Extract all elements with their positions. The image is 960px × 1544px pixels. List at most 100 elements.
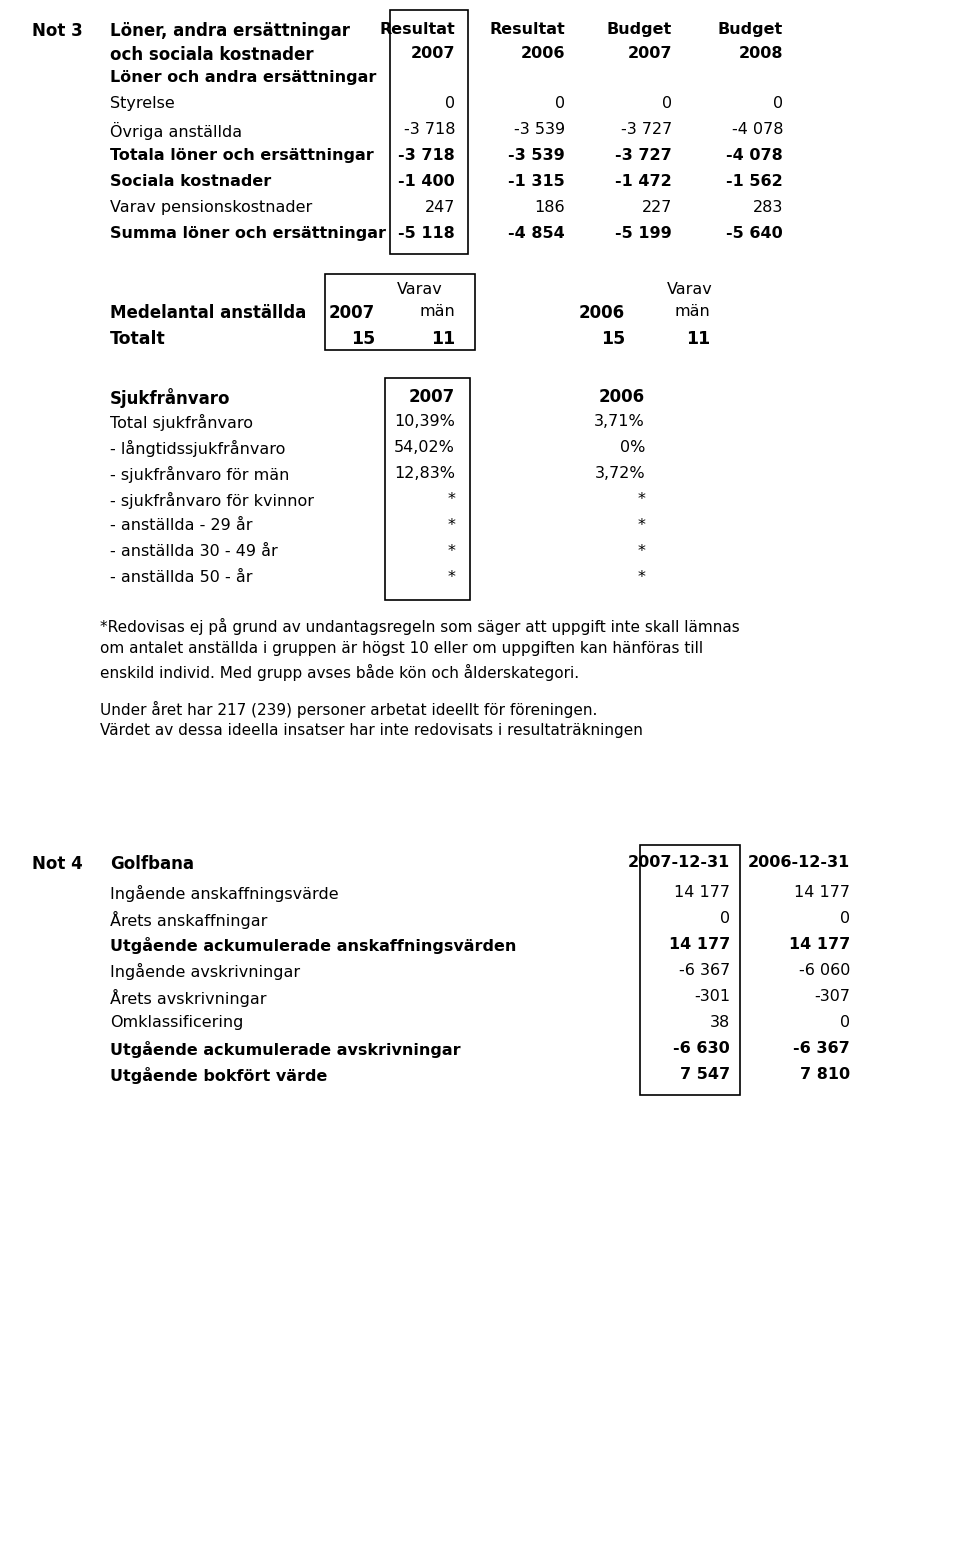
Text: -3 718: -3 718 — [398, 148, 455, 164]
Text: Styrelse: Styrelse — [110, 96, 175, 111]
Text: Golfbana: Golfbana — [110, 855, 194, 872]
Text: Budget: Budget — [607, 22, 672, 37]
Text: - anställda 30 - 49 år: - anställda 30 - 49 år — [110, 543, 277, 559]
Text: Not 4: Not 4 — [32, 855, 83, 872]
Text: -4 854: -4 854 — [508, 225, 565, 241]
Text: 227: 227 — [641, 201, 672, 215]
Text: *: * — [637, 517, 645, 533]
Text: 2008: 2008 — [738, 46, 783, 62]
Text: Resultat: Resultat — [379, 22, 455, 37]
Text: 2007: 2007 — [409, 388, 455, 406]
Text: 2006: 2006 — [520, 46, 565, 62]
Text: *: * — [447, 517, 455, 533]
Text: Resultat: Resultat — [490, 22, 565, 37]
Bar — [390, 9, 468, 255]
Text: 247: 247 — [424, 201, 455, 215]
Text: -5 640: -5 640 — [727, 225, 783, 241]
Text: *: * — [637, 493, 645, 506]
Text: 12,83%: 12,83% — [394, 466, 455, 482]
Text: *Redovisas ej på grund av undantagsregeln som säger att uppgift inte skall lämna: *Redovisas ej på grund av undantagsregel… — [100, 618, 740, 635]
Bar — [640, 845, 740, 1095]
Text: Varav: Varav — [667, 283, 713, 296]
Text: -5 118: -5 118 — [398, 225, 455, 241]
Text: 2007-12-31: 2007-12-31 — [628, 855, 730, 869]
Text: 2006: 2006 — [579, 304, 625, 323]
Text: - långtidssjukfrånvaro: - långtidssjukfrånvaro — [110, 440, 285, 457]
Text: 38: 38 — [709, 1014, 730, 1030]
Text: män: män — [420, 304, 455, 320]
Text: 7 810: 7 810 — [800, 1067, 850, 1082]
Text: *: * — [447, 543, 455, 559]
Text: -3 539: -3 539 — [508, 148, 565, 164]
Text: Total sjukfrånvaro: Total sjukfrånvaro — [110, 414, 253, 431]
Text: 11: 11 — [685, 330, 710, 347]
Text: -1 400: -1 400 — [398, 174, 455, 188]
Text: -1 315: -1 315 — [508, 174, 565, 188]
Text: -3 727: -3 727 — [615, 148, 672, 164]
Text: *: * — [637, 570, 645, 585]
Text: Sociala kostnader: Sociala kostnader — [110, 174, 272, 188]
Text: 0: 0 — [773, 96, 783, 111]
Text: 2006-12-31: 2006-12-31 — [748, 855, 850, 869]
Text: -4 078: -4 078 — [732, 122, 783, 137]
Text: *: * — [447, 570, 455, 585]
Text: Årets anskaffningar: Årets anskaffningar — [110, 911, 268, 929]
Text: -307: -307 — [814, 990, 850, 1004]
Text: - sjukfrånvaro för kvinnor: - sjukfrånvaro för kvinnor — [110, 493, 314, 510]
Text: -6 630: -6 630 — [673, 1041, 730, 1056]
Text: -4 078: -4 078 — [727, 148, 783, 164]
Text: Summa löner och ersättningar: Summa löner och ersättningar — [110, 225, 386, 241]
Text: Totala löner och ersättningar: Totala löner och ersättningar — [110, 148, 373, 164]
Text: Budget: Budget — [718, 22, 783, 37]
Text: 0: 0 — [661, 96, 672, 111]
Text: Ingående avskrivningar: Ingående avskrivningar — [110, 963, 300, 980]
Text: enskild individ. Med grupp avses både kön och ålderskategori.: enskild individ. Med grupp avses både kö… — [100, 664, 579, 681]
Text: - anställda - 29 år: - anställda - 29 år — [110, 517, 252, 533]
Text: Sjukfrånvaro: Sjukfrånvaro — [110, 388, 230, 408]
Text: 14 177: 14 177 — [669, 937, 730, 953]
Text: Utgående ackumulerade avskrivningar: Utgående ackumulerade avskrivningar — [110, 1041, 461, 1058]
Text: Löner, andra ersättningar: Löner, andra ersättningar — [110, 22, 350, 40]
Text: Varav: Varav — [397, 283, 443, 296]
Text: Not 3: Not 3 — [32, 22, 83, 40]
Text: 15: 15 — [601, 330, 625, 347]
Text: 0: 0 — [840, 911, 850, 926]
Text: - anställda 50 - år: - anställda 50 - år — [110, 570, 252, 585]
Text: - sjukfrånvaro för män: - sjukfrånvaro för män — [110, 466, 289, 483]
Text: 3,71%: 3,71% — [594, 414, 645, 429]
Text: 14 177: 14 177 — [674, 885, 730, 900]
Text: -301: -301 — [694, 990, 730, 1004]
Text: 15: 15 — [350, 330, 375, 347]
Text: män: män — [674, 304, 710, 320]
Text: Utgående ackumulerade anskaffningsvärden: Utgående ackumulerade anskaffningsvärden — [110, 937, 516, 954]
Text: -1 472: -1 472 — [615, 174, 672, 188]
Text: -3 539: -3 539 — [514, 122, 565, 137]
Text: 7 547: 7 547 — [680, 1067, 730, 1082]
Text: 2006: 2006 — [599, 388, 645, 406]
Text: Varav pensionskostnader: Varav pensionskostnader — [110, 201, 312, 215]
Text: 14 177: 14 177 — [789, 937, 850, 953]
Text: 0: 0 — [720, 911, 730, 926]
Text: *: * — [447, 493, 455, 506]
Text: 54,02%: 54,02% — [395, 440, 455, 455]
Text: 2007: 2007 — [411, 46, 455, 62]
Text: om antalet anställda i gruppen är högst 10 eller om uppgiften kan hänföras till: om antalet anställda i gruppen är högst … — [100, 641, 703, 656]
Text: Ingående anskaffningsvärde: Ingående anskaffningsvärde — [110, 885, 339, 902]
Text: 2007: 2007 — [328, 304, 375, 323]
Text: -6 367: -6 367 — [793, 1041, 850, 1056]
Text: 2007: 2007 — [628, 46, 672, 62]
Text: 186: 186 — [535, 201, 565, 215]
Text: 3,72%: 3,72% — [594, 466, 645, 482]
Text: 0%: 0% — [619, 440, 645, 455]
Text: Övriga anställda: Övriga anställda — [110, 122, 242, 141]
Text: 0: 0 — [555, 96, 565, 111]
Text: Medelantal anställda: Medelantal anställda — [110, 304, 306, 323]
Text: Årets avskrivningar: Årets avskrivningar — [110, 990, 267, 1007]
Text: -1 562: -1 562 — [727, 174, 783, 188]
Text: Löner och andra ersättningar: Löner och andra ersättningar — [110, 69, 376, 85]
Text: Omklassificering: Omklassificering — [110, 1014, 244, 1030]
Text: Under året har 217 (239) personer arbetat ideellt för föreningen.: Under året har 217 (239) personer arbeta… — [100, 701, 597, 718]
Text: -5 199: -5 199 — [615, 225, 672, 241]
Text: 11: 11 — [431, 330, 455, 347]
Bar — [325, 273, 475, 350]
